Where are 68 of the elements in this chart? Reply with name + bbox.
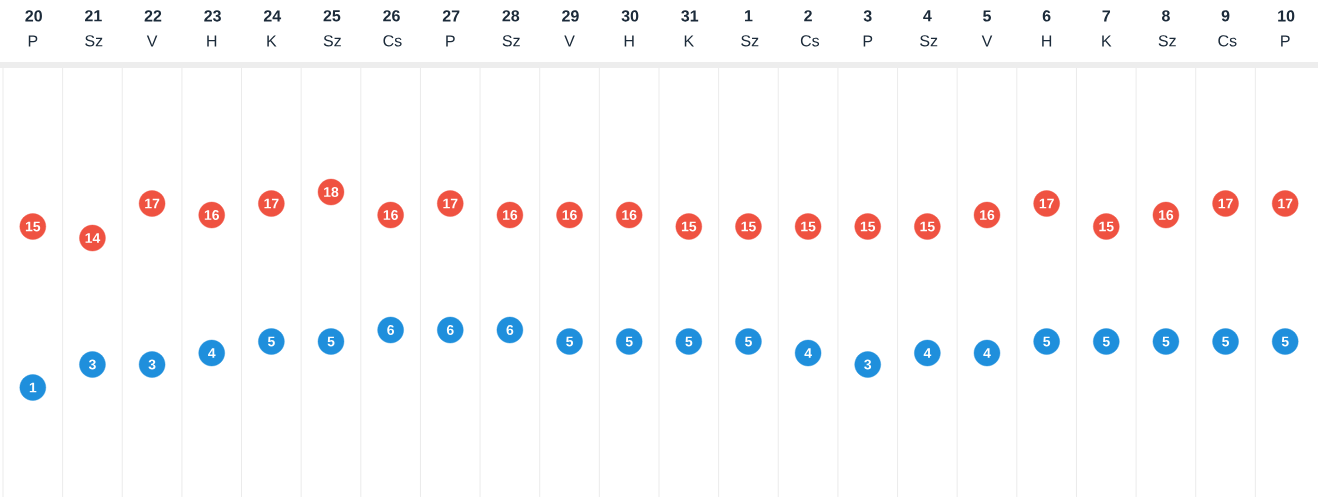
data-label: 16: [562, 210, 577, 220]
data-label: 4: [983, 348, 991, 358]
data-label: 3: [864, 359, 872, 370]
x-tick-label: 31 K: [681, 10, 699, 47]
x-tick-label: 5 V: [981, 10, 993, 47]
x-tick-label: 25 Sz: [323, 10, 341, 47]
x-tick-label: 2 Cs: [800, 10, 820, 47]
data-label: 15: [1099, 221, 1114, 232]
data-label: 16: [503, 210, 518, 220]
x-tick-label: 6 H: [1042, 10, 1052, 47]
x-tick-label: 24 K: [263, 10, 282, 47]
data-label: 16: [383, 210, 398, 220]
x-tick-label: 28 Sz: [502, 10, 520, 47]
x-tick-label: 10 P: [1278, 10, 1295, 47]
data-label: 16: [204, 210, 219, 220]
x-tick-label: 27 P: [442, 10, 460, 47]
x-tick-label: 4 Sz: [920, 10, 938, 47]
data-label: 5: [1162, 336, 1170, 347]
data-label: 14: [85, 233, 101, 243]
data-label: 5: [327, 336, 335, 347]
data-label: 1: [29, 382, 37, 393]
data-label: 15: [681, 221, 697, 232]
x-tick-label: 20 P: [25, 10, 42, 47]
data-label: 15: [920, 221, 935, 232]
data-label: 4: [923, 348, 932, 358]
x-tick-label: 9 Cs: [1218, 10, 1237, 47]
x-tick-label: 30 H: [621, 10, 639, 47]
data-label: 6: [506, 325, 514, 335]
data-label: 16: [1159, 210, 1174, 220]
point: [377, 316, 404, 344]
data-label: 15: [860, 221, 876, 232]
x-tick-label: 23 H: [204, 10, 221, 47]
data-label: 5: [1043, 336, 1051, 347]
data-label: 17: [264, 198, 279, 209]
x-tick-label: 26 Cs: [383, 10, 402, 47]
data-label: 5: [1222, 336, 1230, 347]
x-tick-label: 8 Sz: [1158, 10, 1176, 47]
x-tick-label: 7 K: [1102, 10, 1112, 47]
x-tick-label: 21 Sz: [85, 10, 103, 47]
data-label: 6: [446, 325, 454, 335]
data-label: 5: [744, 336, 752, 347]
data-label: 15: [25, 221, 41, 232]
x-tick-label: 3 P: [863, 10, 873, 47]
data-label: 15: [801, 221, 816, 232]
data-label: 16: [980, 210, 995, 220]
data-label: 17: [443, 198, 458, 209]
x-tick-label: 22 V: [144, 10, 162, 47]
data-label: 4: [208, 348, 216, 358]
data-label: 3: [148, 359, 156, 370]
point: [437, 316, 464, 344]
data-label: 17: [1039, 198, 1054, 209]
data-label: 6: [387, 325, 395, 335]
data-label: 5: [1281, 336, 1289, 347]
data-label: 5: [685, 336, 693, 347]
data-label: 17: [145, 198, 160, 209]
x-tick-label: 1 Sz: [741, 10, 759, 47]
x-tick-label: 29 V: [562, 10, 579, 47]
data-label: 15: [741, 221, 756, 232]
data-label: 16: [622, 210, 637, 220]
data-label: 17: [1218, 198, 1233, 209]
data-label: 4: [804, 348, 812, 358]
data-label: 3: [88, 359, 96, 370]
data-label: 18: [324, 187, 339, 198]
data-label: 5: [625, 336, 633, 347]
data-label: 5: [267, 336, 275, 347]
data-label: 5: [566, 336, 574, 347]
data-label: 5: [1102, 336, 1110, 347]
data-label: 17: [1278, 198, 1293, 209]
